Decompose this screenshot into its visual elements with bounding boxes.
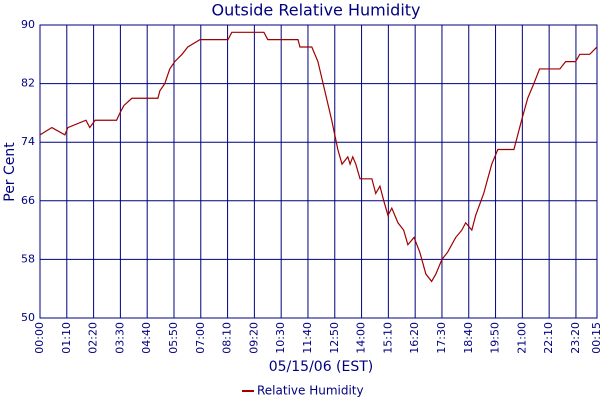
x-tick-label: 17:30 [435, 322, 448, 354]
x-tick-label: 07:00 [194, 322, 207, 354]
x-axis-label: 05/15/06 (EST) [269, 359, 374, 375]
x-tick-label: 21:00 [515, 322, 528, 354]
chart-title: Outside Relative Humidity [211, 1, 420, 20]
x-tick-label: 02:20 [87, 322, 100, 354]
legend-label: Relative Humidity [257, 384, 364, 398]
x-tick-label: 16:20 [408, 322, 421, 354]
x-tick-label: 03:30 [113, 322, 126, 354]
x-tick-label: 09:20 [247, 322, 260, 354]
x-tick-label: 11:40 [301, 322, 314, 354]
x-tick-label: 01:10 [60, 322, 73, 354]
x-tick-label: 05:50 [167, 322, 180, 354]
x-tick-label: 23:20 [569, 322, 582, 354]
data-line [39, 31, 598, 283]
x-tick-label: 22:10 [542, 322, 555, 354]
y-tick-label: 66 [21, 194, 35, 207]
plot-area [39, 24, 598, 319]
y-tick-label: 50 [21, 311, 35, 324]
x-tick-label: 04:40 [140, 322, 153, 354]
y-axis-label: Per Cent [2, 142, 18, 202]
x-tick-label: 14:00 [355, 322, 368, 354]
y-tick-label: 74 [21, 135, 35, 148]
y-tick-label: 82 [21, 77, 35, 90]
x-tick-label: 19:50 [489, 322, 502, 354]
x-tick-label: 12:50 [328, 322, 341, 354]
x-tick-label: 00:15 [590, 322, 600, 354]
x-tick-label: 08:10 [221, 322, 234, 354]
y-tick-label: 58 [21, 252, 35, 265]
x-tick-label: 18:40 [462, 322, 475, 354]
x-tick-label: 00:00 [33, 322, 46, 354]
y-tick-label: 90 [21, 18, 35, 31]
x-tick-label: 10:30 [274, 322, 287, 354]
x-tick-label: 15:10 [381, 322, 394, 354]
